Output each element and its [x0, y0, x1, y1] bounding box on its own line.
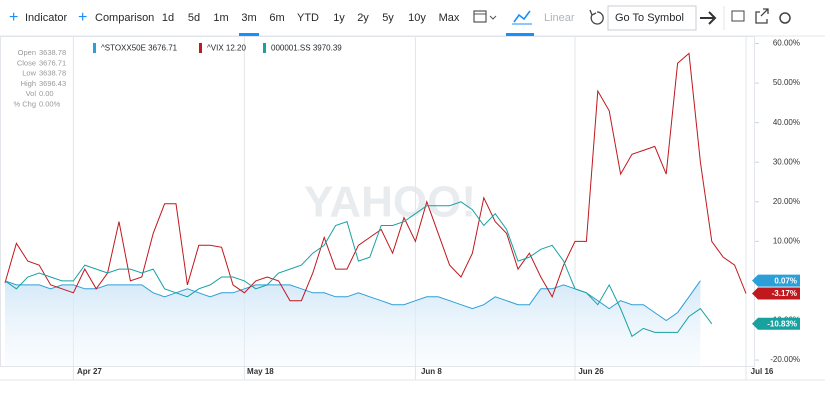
x-tick-label: Apr 27	[77, 367, 102, 376]
range-button[interactable]: 2y	[357, 12, 369, 24]
series-line	[4, 201, 713, 338]
scale-button[interactable]: Linear	[544, 12, 575, 24]
share-icon[interactable]	[755, 8, 769, 24]
range-button[interactable]: 5y	[382, 12, 394, 24]
info-value: 3638.78	[39, 48, 66, 57]
legend-label: 000001.SS 3970.39	[271, 44, 342, 53]
range-button[interactable]: YTD	[297, 12, 319, 24]
x-tick-label: Jun 8	[421, 367, 442, 376]
legend-swatch	[263, 43, 266, 53]
end-label-tag	[752, 274, 800, 287]
end-label: -3.17%	[772, 289, 797, 298]
legend-swatch	[93, 43, 96, 53]
watermark: YAHOO!	[304, 178, 476, 227]
range-selected	[239, 33, 259, 36]
info-value: 3696.43	[39, 79, 66, 88]
info-label: Close	[17, 58, 36, 67]
x-tick-label: May 18	[247, 367, 274, 376]
gear-icon[interactable]	[779, 12, 791, 24]
info-label: Vol	[26, 89, 37, 98]
search-placeholder: Go To Symbol	[615, 12, 684, 24]
end-label-tag	[752, 287, 800, 300]
indicator-button[interactable]: Indicator	[25, 12, 68, 24]
legend-label: ^VIX 12.20	[207, 44, 246, 53]
series-area	[5, 280, 701, 366]
info-value: 3676.71	[39, 58, 66, 67]
info-value: 3638.78	[39, 69, 66, 78]
range-button[interactable]: 1y	[333, 12, 345, 24]
info-value: 0.00	[39, 89, 54, 98]
y-tick-label: 60.00%	[773, 39, 800, 48]
chart-type-icon[interactable]	[506, 10, 534, 36]
range-button[interactable]: Max	[439, 12, 460, 24]
y-tick-label: 30.00%	[773, 157, 800, 166]
y-tick-label: 10.00%	[773, 236, 800, 245]
range-button[interactable]: 1d	[162, 12, 174, 24]
range-button[interactable]: 3m	[241, 12, 256, 24]
info-label: Open	[18, 48, 36, 57]
legend-label: ^STOXX50E 3676.71	[101, 44, 178, 53]
go-arrow[interactable]	[700, 11, 717, 25]
end-label: 0.07%	[774, 276, 797, 285]
range-button[interactable]: 5d	[188, 12, 200, 24]
reset-icon[interactable]	[589, 9, 604, 25]
plus-icon: +	[78, 9, 87, 26]
x-tick-label: Jul 16	[751, 367, 774, 376]
range-button[interactable]: 6m	[269, 12, 284, 24]
plus-icon: +	[9, 9, 18, 26]
info-label: Low	[22, 69, 36, 78]
y-tick-label: 50.00%	[773, 78, 800, 87]
end-label-tag	[752, 317, 800, 330]
info-label: % Chg	[13, 99, 36, 108]
x-tick-label: Jun 26	[578, 367, 604, 376]
range-button[interactable]: 10y	[408, 12, 426, 24]
series-line	[4, 52, 747, 302]
comparison-button[interactable]: Comparison	[95, 12, 154, 24]
search-box[interactable]	[607, 5, 697, 31]
legend-swatch	[199, 43, 202, 53]
info-label: High	[21, 79, 36, 88]
calendar-icon[interactable]	[473, 10, 497, 23]
info-value: 0.00%	[39, 99, 61, 108]
settings-icon[interactable]	[731, 10, 745, 22]
y-tick-label: 40.00%	[773, 118, 800, 127]
end-label: -10.83%	[767, 319, 797, 328]
y-tick-label: -20.00%	[770, 355, 800, 364]
plot-frame	[0, 36, 755, 367]
y-tick-label: 20.00%	[773, 197, 800, 206]
range-button[interactable]: 1m	[213, 12, 228, 24]
